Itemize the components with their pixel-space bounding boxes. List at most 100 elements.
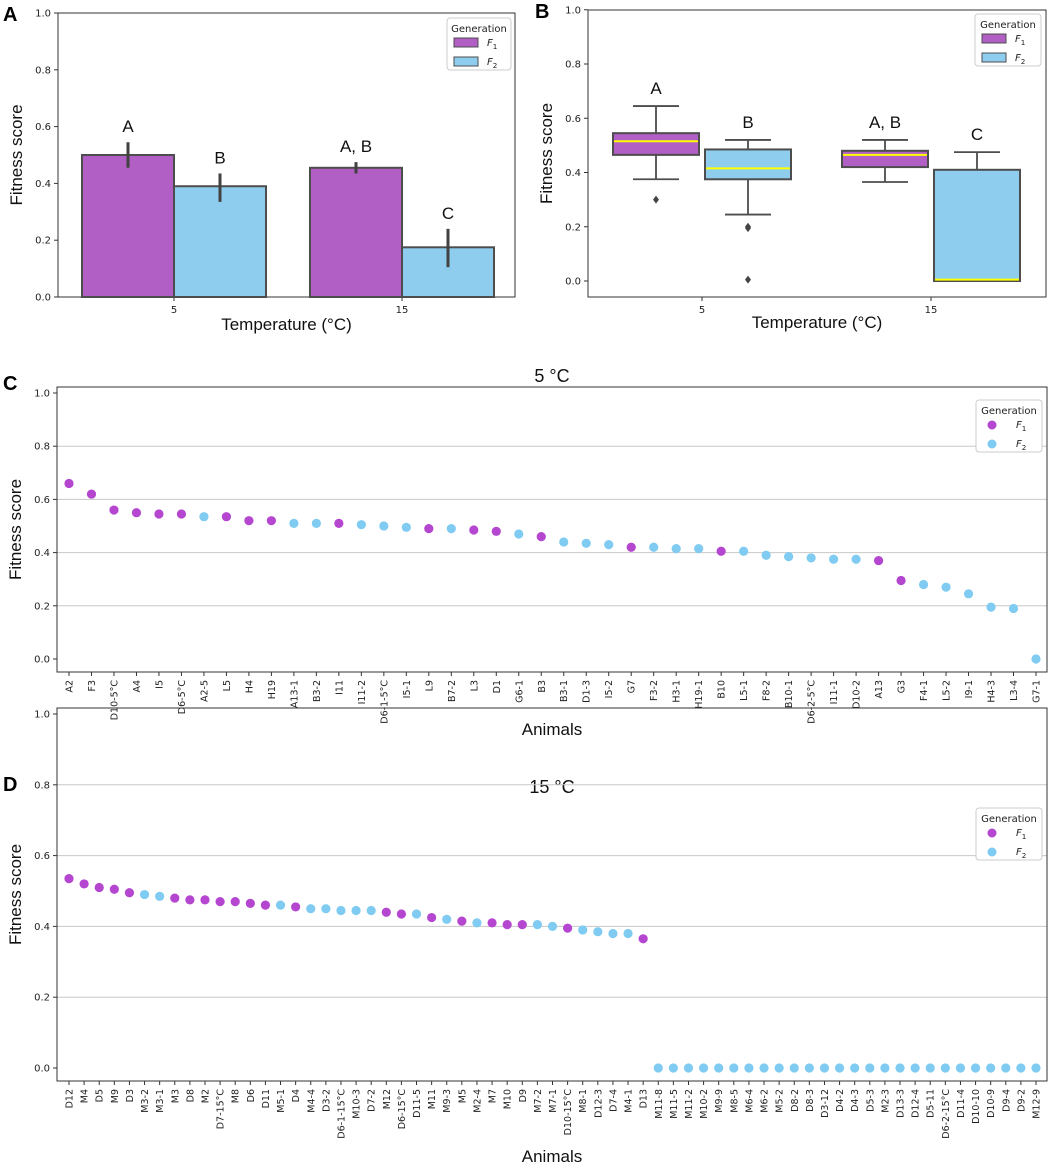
plot-frame — [57, 12, 516, 298]
point-M8-5 — [729, 1063, 739, 1073]
x-tick-label: B10-1 — [784, 680, 795, 708]
x-tick-label: D4-2 — [835, 1089, 846, 1112]
point-D8-3 — [804, 1063, 814, 1073]
point-H4 — [244, 516, 254, 526]
panel-letter: C — [3, 373, 17, 395]
x-tick-label: L5 — [222, 680, 233, 691]
legend-label-F2: F2 — [1016, 439, 1026, 452]
x-tick-label: D11-4 — [956, 1089, 967, 1118]
point-M6-4 — [744, 1063, 754, 1073]
legend-label-F1: F1 — [1016, 828, 1026, 841]
x-tick-label: D5 — [95, 1089, 106, 1102]
point-M11-2 — [683, 1063, 694, 1073]
y-tick-label: 0.4 — [35, 179, 51, 190]
x-tick-label: D3-2 — [321, 1089, 332, 1112]
point-L3-4 — [1008, 603, 1019, 614]
point-M2-3 — [880, 1063, 890, 1073]
point-M12 — [381, 907, 391, 917]
significance-letter: A, B — [869, 113, 901, 132]
point-D7-15°C — [215, 897, 225, 907]
x-tick-label: A4 — [132, 680, 143, 693]
x-tick-label: D11 — [261, 1089, 272, 1108]
legend-marker-F2 — [987, 847, 997, 857]
point-H3-1 — [671, 544, 681, 554]
legend-label-F1: F1 — [1016, 420, 1026, 433]
panel-letter: D — [3, 774, 17, 796]
point-D4-2 — [834, 1063, 845, 1073]
point-G7-1 — [1031, 654, 1041, 664]
x-tick-label: D6-2-15°C — [941, 1089, 952, 1139]
significance-letter: A — [122, 117, 134, 136]
point-I5-2 — [604, 540, 614, 550]
y-axis-label: Fitness score — [6, 479, 25, 580]
x-tick-label: B3-1 — [559, 680, 570, 702]
x-tick-label: 5 — [699, 305, 705, 316]
x-tick-label: I11-2 — [357, 680, 368, 704]
y-tick-label: 0.8 — [34, 780, 50, 791]
point-D1 — [491, 526, 501, 536]
point-I9-1 — [963, 589, 974, 599]
point-M6-2 — [759, 1063, 769, 1073]
point-D11 — [260, 900, 271, 910]
point-D4 — [291, 902, 301, 912]
point-B3-1 — [559, 537, 569, 547]
point-I11 — [334, 518, 344, 528]
x-tick-label: F3-2 — [649, 680, 660, 701]
legend-marker-F1 — [987, 828, 997, 838]
y-tick-label: 0.4 — [34, 548, 50, 559]
x-tick-label: M4 — [80, 1089, 91, 1103]
panel-C: C 5 °C 0.0 0.2 0.4 0.6 0.8 1.0 Fitness score A2 F3… — [3, 366, 1048, 739]
x-tick-label: D12-4 — [911, 1089, 922, 1118]
x-tick-label: D9-2 — [1016, 1089, 1027, 1112]
y-axis-label: Fitness score — [6, 844, 25, 945]
point-D10-10 — [970, 1063, 981, 1073]
x-tick-label: M7 — [488, 1089, 499, 1103]
x-tick-label: D10-15°C — [563, 1089, 574, 1136]
y-tick-label: 0.8 — [35, 65, 51, 76]
point-D10-2 — [851, 554, 861, 564]
x-tick-label: M10 — [503, 1089, 514, 1109]
point-M7 — [487, 918, 497, 928]
point-M5-1 — [275, 900, 286, 910]
legend-frame — [975, 807, 1043, 861]
x-tick-label: H19-1 — [694, 680, 705, 709]
x-tick-label: F4-1 — [919, 680, 930, 701]
y-tick-label: 0.0 — [35, 293, 51, 304]
x-tick-label: M2-4 — [472, 1089, 483, 1113]
bar-F2-5 — [173, 185, 267, 299]
x-tick-label: D5-11 — [926, 1089, 937, 1118]
x-tick-label: M11-2 — [684, 1089, 695, 1119]
x-tick-label: D8-3 — [805, 1089, 816, 1112]
x-tick-label: D10-5°C — [109, 680, 120, 721]
point-D8 — [185, 895, 195, 905]
point-M4 — [79, 879, 89, 889]
x-tick-label: D10-10 — [971, 1089, 982, 1124]
point-D5-11 — [925, 1063, 935, 1073]
x-tick-label: D11-5 — [412, 1089, 423, 1118]
point-D6-1-15°C — [336, 905, 346, 916]
x-tick-label: D3 — [125, 1089, 136, 1102]
x-tick-label: A2-5 — [199, 680, 210, 702]
x-tick-label: M6-2 — [760, 1089, 771, 1113]
y-axis-label: Fitness score — [537, 103, 556, 204]
y-tick-label: 0.6 — [565, 114, 581, 125]
x-tick-label: D4-3 — [850, 1089, 861, 1112]
x-axis-label: Temperature (°C) — [752, 313, 883, 332]
x-tick-label: M5-1 — [276, 1089, 287, 1113]
x-tick-label: M10-2 — [699, 1089, 710, 1119]
y-tick-label: 1.0 — [35, 9, 51, 20]
point-D3 — [124, 888, 135, 898]
x-tick-label: I5-2 — [604, 680, 615, 698]
x-tick-label: 15 — [396, 305, 409, 316]
x-tick-label: D8-2 — [790, 1089, 801, 1112]
x-tick-label: I5-1 — [402, 680, 413, 698]
y-tick-label: 0.8 — [34, 442, 50, 453]
x-tick-label: F3 — [87, 680, 98, 692]
x-axis-label: Animals — [522, 1147, 582, 1166]
x-tick-label: M8 — [231, 1089, 242, 1103]
x-tick-label: I11 — [334, 680, 345, 695]
point-D7-2 — [366, 905, 376, 916]
significance-letter: A, B — [340, 137, 372, 156]
x-tick-label: L3 — [469, 680, 480, 691]
